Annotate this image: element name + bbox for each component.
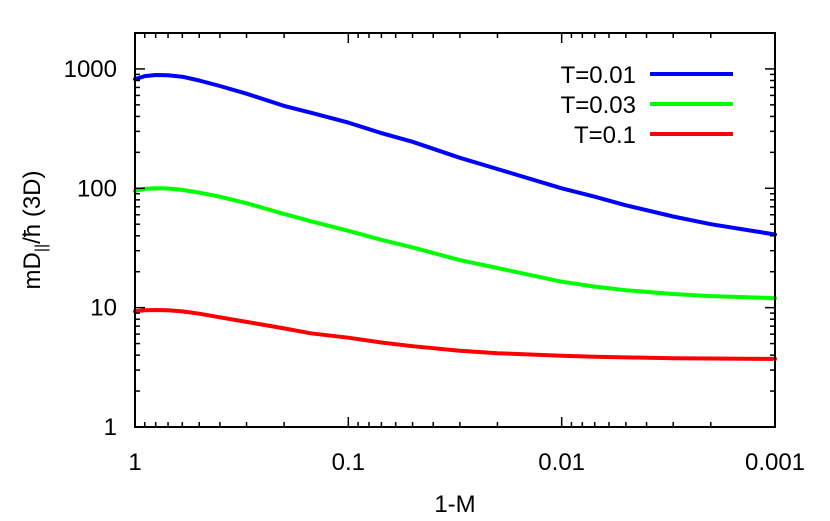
series-line-2 <box>133 186 777 301</box>
legend-label-2: T=0.03 <box>561 92 636 119</box>
series-line-3 <box>133 308 777 361</box>
x-tick-label: 1 <box>128 449 141 476</box>
y-axis-label-main: mD <box>19 252 46 289</box>
y-axis-label-subscript: || <box>33 244 50 252</box>
tick-marks <box>134 32 776 428</box>
y-tick-label: 10 <box>90 295 117 322</box>
y-axis-label: mD||/ħ (3D) <box>19 171 50 290</box>
x-tick-label: 0.01 <box>538 449 585 476</box>
y-axis-label-rest: /ħ (3D) <box>19 171 46 244</box>
legend-label-3: T=0.1 <box>574 122 636 149</box>
legend: T=0.01 T=0.03 T=0.1 <box>561 62 733 149</box>
series-lines <box>133 73 777 361</box>
tick-labels: 1 0.1 0.01 0.001 1 10 100 1000 <box>64 56 805 476</box>
x-axis-label: 1-M <box>434 491 475 518</box>
y-tick-label: 1 <box>104 414 117 441</box>
x-tick-label: 0.001 <box>745 449 805 476</box>
y-tick-label: 1000 <box>64 56 117 83</box>
plot-frame <box>134 32 776 428</box>
y-tick-label: 100 <box>77 175 117 202</box>
x-tick-label: 0.1 <box>332 449 365 476</box>
series-line-1 <box>133 73 777 237</box>
legend-label-1: T=0.01 <box>561 62 636 89</box>
